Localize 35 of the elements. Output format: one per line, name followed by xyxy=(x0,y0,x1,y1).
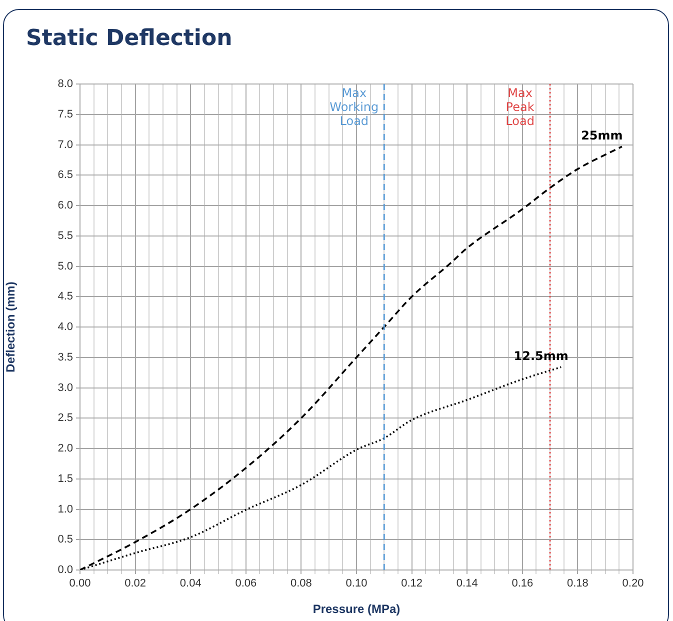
y-tick-label: 3.0 xyxy=(58,382,73,394)
ref-line-label: Max Working Load xyxy=(330,86,379,128)
x-tick-label: 0.18 xyxy=(566,578,588,590)
y-tick-label: 7.5 xyxy=(58,108,73,120)
y-tick-label: 1.5 xyxy=(58,472,73,485)
ref-line-label: Max Peak Load xyxy=(506,86,534,128)
series-label: 12.5mm xyxy=(514,349,568,364)
y-axis-title: Deflection (mm) xyxy=(4,282,18,372)
y-tick-label: 2.0 xyxy=(58,442,73,455)
x-tick-label: 0.08 xyxy=(290,578,312,590)
y-tick-label: 7.0 xyxy=(58,138,73,151)
x-axis-title: Pressure (MPa) xyxy=(312,602,400,616)
y-tick-label: 6.0 xyxy=(58,200,73,212)
y-tick-label: 6.5 xyxy=(58,169,73,182)
y-tick-label: 2.5 xyxy=(58,412,73,424)
y-tick-label: 4.5 xyxy=(58,290,73,303)
y-tick-label: 0.5 xyxy=(58,534,73,546)
x-tick-label: 0.10 xyxy=(346,578,368,590)
x-tick-label: 0.20 xyxy=(622,578,644,590)
y-tick-label: 5.5 xyxy=(58,230,73,242)
y-tick-label: 3.5 xyxy=(58,351,73,364)
series-label: 25mm xyxy=(581,128,623,143)
x-tick-label: 0.04 xyxy=(180,578,202,590)
x-tick-label: 0.06 xyxy=(235,578,257,590)
x-tick-label: 0.16 xyxy=(512,578,534,590)
y-tick-label: 1.0 xyxy=(58,503,73,516)
chart-title: Static Deflection xyxy=(26,26,232,51)
y-tick-label: 5.0 xyxy=(58,260,73,272)
x-tick-label: 0.00 xyxy=(69,578,91,590)
x-tick-label: 0.12 xyxy=(401,578,423,590)
y-tick-label: 0.0 xyxy=(58,564,73,576)
y-tick-label: 4.0 xyxy=(58,321,73,334)
x-tick-label: 0.02 xyxy=(124,578,146,590)
x-tick-label: 0.14 xyxy=(456,578,478,590)
y-tick-label: 8.0 xyxy=(58,78,73,90)
